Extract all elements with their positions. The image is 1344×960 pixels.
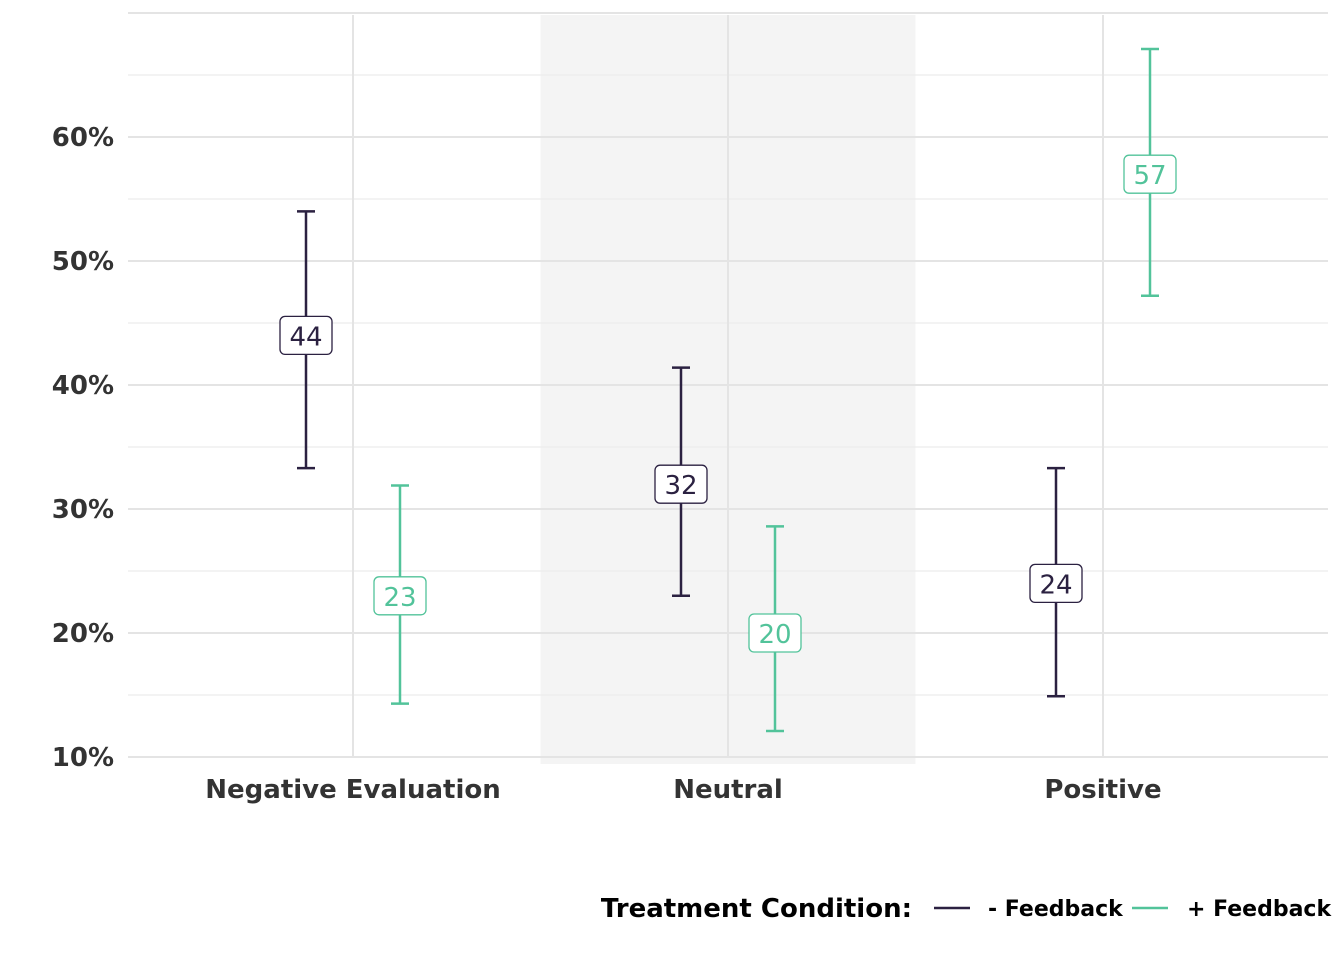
value-label-neutral: 20 [758, 620, 791, 650]
y-tick-10: 10% [52, 743, 114, 773]
value-label-positive: 57 [1133, 161, 1166, 191]
x-tick-negative-evaluation: Negative Evaluation [205, 775, 500, 805]
legend-label-plus-feedback: + Feedback [1187, 897, 1332, 922]
value-label-box-neutral [748, 613, 802, 653]
legend: Treatment Condition: - Feedback + Feedba… [601, 894, 1333, 924]
value-label-neutral: 32 [664, 471, 697, 501]
value-label-positive: 24 [1039, 570, 1072, 600]
y-axis-ticks: 10% 20% 30% 40% 50% 60% [52, 123, 114, 773]
series-minus-feedback: 44 32 24 [279, 210, 1083, 698]
value-label-box-neutral [654, 464, 708, 504]
y-tick-40: 40% [52, 371, 114, 401]
value-label-negative-evaluation: 23 [383, 583, 416, 613]
value-label-box-negative-evaluation [373, 576, 427, 616]
y-tick-60: 60% [52, 123, 114, 153]
series-marks: 44 32 24 23 20 57 [279, 47, 1177, 733]
series-plus-feedback: 23 20 57 [373, 47, 1177, 733]
value-label-box-positive [1029, 563, 1083, 604]
y-tick-30: 30% [52, 495, 114, 525]
y-tick-20: 20% [52, 619, 114, 649]
value-label-box-positive [1123, 154, 1177, 194]
x-tick-neutral: Neutral [673, 775, 783, 805]
y-tick-50: 50% [52, 247, 114, 277]
legend-title: Treatment Condition: [601, 894, 912, 924]
x-axis-ticks: Negative Evaluation Neutral Positive [205, 775, 1161, 805]
x-tick-positive: Positive [1044, 775, 1161, 805]
legend-label-minus-feedback: - Feedback [988, 897, 1124, 922]
value-label-box-negative-evaluation [279, 315, 333, 356]
grid-lines [128, 12, 1328, 758]
value-label-negative-evaluation: 44 [289, 322, 322, 352]
